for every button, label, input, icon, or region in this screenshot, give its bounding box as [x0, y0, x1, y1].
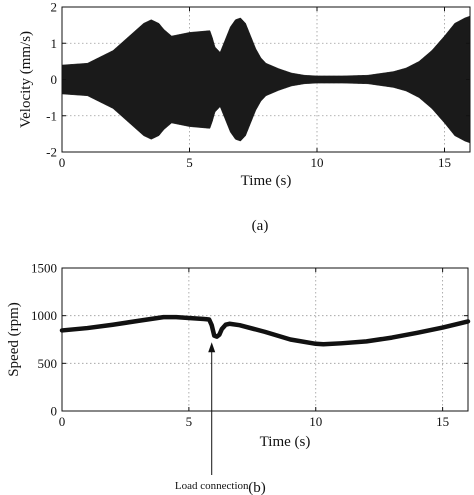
y-tick-label: 1500	[31, 261, 57, 276]
speed-chart: 0 5 10 15 0 500 1000 1500 Load connection Time…	[6, 261, 471, 495]
speed-axes-frame	[61, 267, 469, 412]
x-tick-label: 0	[59, 155, 66, 170]
y-tick-label: 0	[51, 72, 58, 87]
velocity-y-axis-label: Velocity (mm/s)	[18, 31, 34, 128]
x-tick-label: 5	[186, 414, 193, 429]
annotation-arrow-head	[208, 342, 216, 353]
speed-y-ticks: 0 500 1000 1500	[31, 261, 468, 419]
y-tick-label: 500	[38, 356, 58, 371]
load-connection-annotation: Load connection	[175, 342, 249, 492]
panel-a-caption: (a)	[252, 218, 269, 234]
y-tick-label: 1000	[31, 308, 57, 323]
panel-b-caption: (b)	[248, 480, 266, 495]
speed-x-axis-label: Time (s)	[260, 434, 311, 450]
x-tick-label: 0	[59, 414, 66, 429]
y-tick-label: -2	[46, 145, 57, 160]
speed-series-line	[59, 314, 471, 347]
x-tick-label: 5	[186, 155, 193, 170]
velocity-y-ticks: -2 -1 0 1 2	[46, 0, 470, 160]
y-tick-label: 1	[51, 36, 58, 51]
x-tick-label: 15	[436, 414, 449, 429]
speed-x-ticks: 0 5 10 15	[59, 268, 449, 429]
y-tick-label: 2	[51, 0, 58, 15]
speed-grid	[61, 267, 468, 412]
velocity-signal	[61, 15, 471, 144]
velocity-x-axis-label: Time (s)	[241, 173, 292, 189]
x-tick-label: 15	[438, 155, 451, 170]
y-tick-label: 0	[51, 404, 58, 419]
x-tick-label: 10	[309, 414, 322, 429]
y-tick-label: -1	[46, 108, 57, 123]
speed-y-axis-label: Speed (rpm)	[6, 302, 22, 377]
annotation-label: Load connection	[175, 480, 249, 492]
x-tick-label: 10	[311, 155, 324, 170]
velocity-x-ticks: 0 5 10 15	[59, 7, 451, 170]
